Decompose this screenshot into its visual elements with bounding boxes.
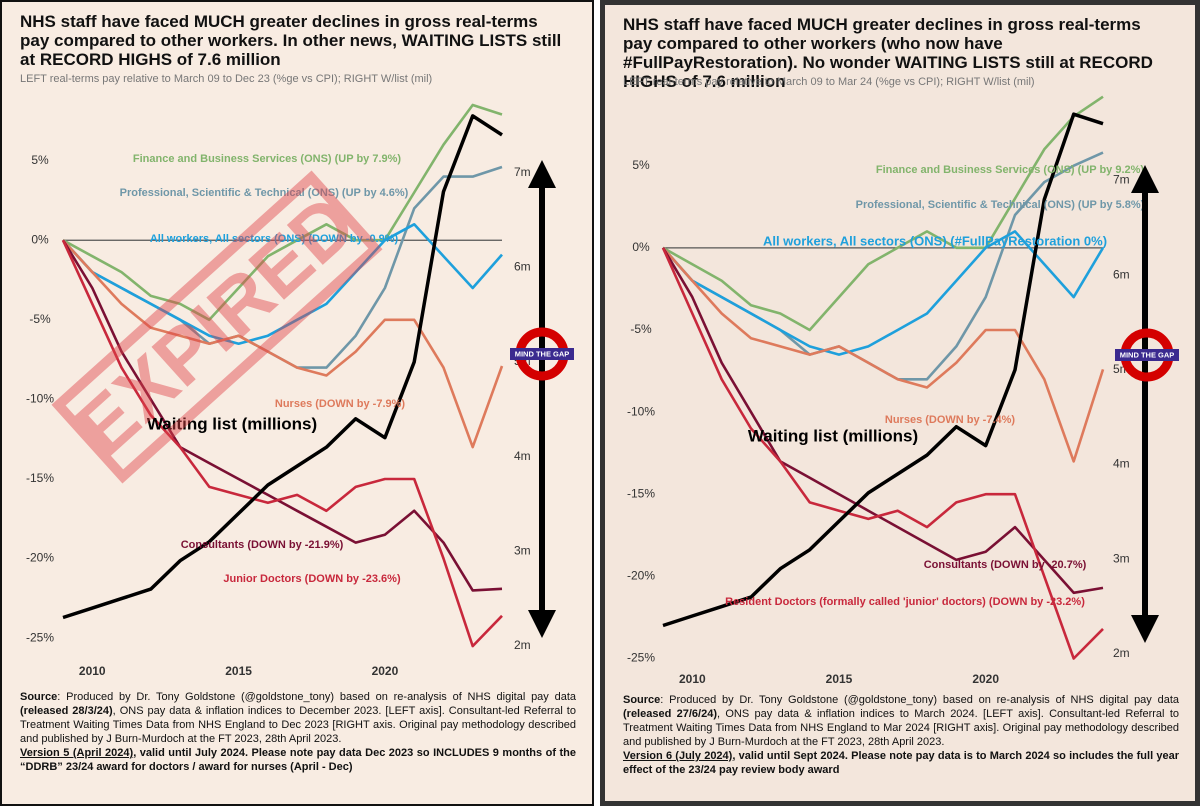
- series-label: Finance and Business Services (ONS) (UP …: [133, 153, 402, 165]
- stamp-border: [51, 170, 383, 484]
- source-part: : Produced by Dr. Tony Goldstone (@golds…: [660, 694, 1179, 706]
- y2-tick-label: 7m: [1113, 173, 1130, 187]
- y-tick-label: 5%: [31, 153, 49, 167]
- y-tick-label: -25%: [26, 630, 54, 644]
- version-part: Version 6 (July 2024): [623, 750, 733, 762]
- roundel-bar: [510, 348, 574, 360]
- y-tick-label: -20%: [627, 569, 655, 583]
- series-label: Finance and Business Services (ONS) (UP …: [876, 164, 1145, 176]
- version: Version 6 (July 2024), valid until Sept …: [623, 749, 1179, 777]
- subtitle: LEFT real-terms pay relative to March 09…: [20, 73, 433, 85]
- series-label: Waiting list (millions): [748, 426, 918, 445]
- version: Version 5 (April 2024), valid until July…: [20, 746, 576, 774]
- source-part: (released 27/6/24): [623, 708, 717, 720]
- series-label: Resident Doctors (formally called 'junio…: [725, 596, 1085, 608]
- arrow-head: [528, 610, 556, 638]
- y-tick-label: -15%: [627, 486, 655, 500]
- series-label: Junior Doctors (DOWN by -23.6%): [223, 573, 401, 585]
- y-tick-label: 0%: [31, 232, 49, 246]
- series-line: [62, 223, 503, 345]
- series-label: All workers, All sectors (ONS) (DOWN by …: [150, 233, 399, 245]
- source-part: , ONS pay data & inflation indices to Ma…: [623, 708, 1179, 748]
- source: Source: Produced by Dr. Tony Goldstone (…: [20, 690, 576, 746]
- source-part: , ONS pay data & inflation indices to De…: [20, 705, 576, 745]
- y-tick-label: -15%: [26, 471, 54, 485]
- y-tick-label: -25%: [627, 651, 655, 665]
- source-part: Source: [20, 691, 58, 703]
- y2-tick-label: 3m: [514, 543, 531, 557]
- x-tick-label: 2015: [826, 672, 853, 686]
- series-line: [662, 112, 1104, 628]
- version-part: , valid until July 2024. Please note pay…: [20, 747, 576, 773]
- version-part: , valid until Sept 2024. Please note pay…: [623, 750, 1179, 776]
- y-tick-label: 0%: [632, 240, 650, 254]
- series-label: Consultants (DOWN by -21.9%): [181, 539, 344, 551]
- y2-tick-label: 4m: [1113, 457, 1130, 471]
- footer: Source: Produced by Dr. Tony Goldstone (…: [623, 693, 1179, 777]
- x-tick-label: 2015: [225, 664, 252, 678]
- series-line: [662, 246, 1105, 463]
- y-tick-label: 5%: [632, 158, 650, 172]
- series-line: [661, 247, 1104, 660]
- series-label: Professional, Scientific & Technical (ON…: [856, 199, 1145, 211]
- y-tick-label: -10%: [26, 392, 54, 406]
- y2-tick-label: 7m: [514, 165, 531, 179]
- series-line: [62, 239, 504, 449]
- roundel: MIND THE GAP: [510, 160, 574, 638]
- y2-tick-label: 2m: [514, 638, 531, 652]
- y2-tick-label: 6m: [1113, 267, 1130, 281]
- footer: Source: Produced by Dr. Tony Goldstone (…: [20, 690, 576, 774]
- panel: 5% 0% -5% -10% -15% -20% -25% 7m 6m 5m 4m 3m 2m 2010 2…: [0, 0, 594, 806]
- subtitle: LEFT real-terms pay relative to March 09…: [623, 76, 1035, 88]
- y2-tick-label: 3m: [1113, 551, 1130, 565]
- source-part: Source: [623, 694, 661, 706]
- source-part: (released 28/3/24): [20, 705, 113, 717]
- series-label: Consultants (DOWN by -20.7%): [924, 559, 1087, 571]
- y2-tick-label: 4m: [514, 449, 531, 463]
- title: NHS staff have faced MUCH greater declin…: [20, 12, 562, 69]
- series-label: Waiting list (millions): [147, 414, 317, 433]
- arrow-head: [1131, 615, 1159, 643]
- title: NHS staff have faced MUCH greater declin…: [623, 15, 1153, 91]
- series-label: Nurses (DOWN by -7.4%): [885, 414, 1016, 426]
- series-line: [62, 114, 503, 620]
- series-line: [662, 230, 1105, 356]
- y-tick-label: -5%: [630, 322, 652, 336]
- series-line: [61, 239, 503, 592]
- panel: 5% 0% -5% -10% -15% -20% -25% 7m 6m 5m 4m 3m 2m 2010 2…: [600, 0, 1200, 806]
- x-tick-label: 2020: [372, 664, 399, 678]
- x-tick-label: 2010: [679, 672, 706, 686]
- y2-tick-label: 6m: [514, 260, 531, 274]
- arrow-head: [1131, 165, 1159, 193]
- y2-tick-label: 2m: [1113, 646, 1130, 660]
- x-tick-label: 2020: [972, 672, 999, 686]
- series-line: [62, 103, 503, 322]
- y-tick-label: -20%: [26, 551, 54, 565]
- series-label: All workers, All sectors (ONS) (#FullPay…: [763, 233, 1107, 248]
- version-part: Version 5 (April 2024): [20, 747, 134, 759]
- source: Source: Produced by Dr. Tony Goldstone (…: [623, 693, 1179, 749]
- arrow-head: [528, 160, 556, 188]
- roundel-text: MIND THE GAP: [1120, 350, 1175, 359]
- series-line: [661, 247, 1104, 595]
- roundel: MIND THE GAP: [1115, 165, 1179, 643]
- x-tick-label: 2010: [79, 664, 106, 678]
- roundel-bar: [1115, 349, 1179, 361]
- series-line: [662, 151, 1104, 381]
- series-label: Professional, Scientific & Technical (ON…: [120, 187, 409, 199]
- series-line: [662, 95, 1104, 332]
- y-tick-label: -10%: [627, 404, 655, 418]
- series-label: Nurses (DOWN by -7.9%): [275, 398, 406, 410]
- y-tick-label: -5%: [29, 312, 51, 326]
- source-part: : Produced by Dr. Tony Goldstone (@golds…: [57, 691, 576, 703]
- roundel-text: MIND THE GAP: [515, 349, 570, 358]
- series-line: [61, 239, 503, 648]
